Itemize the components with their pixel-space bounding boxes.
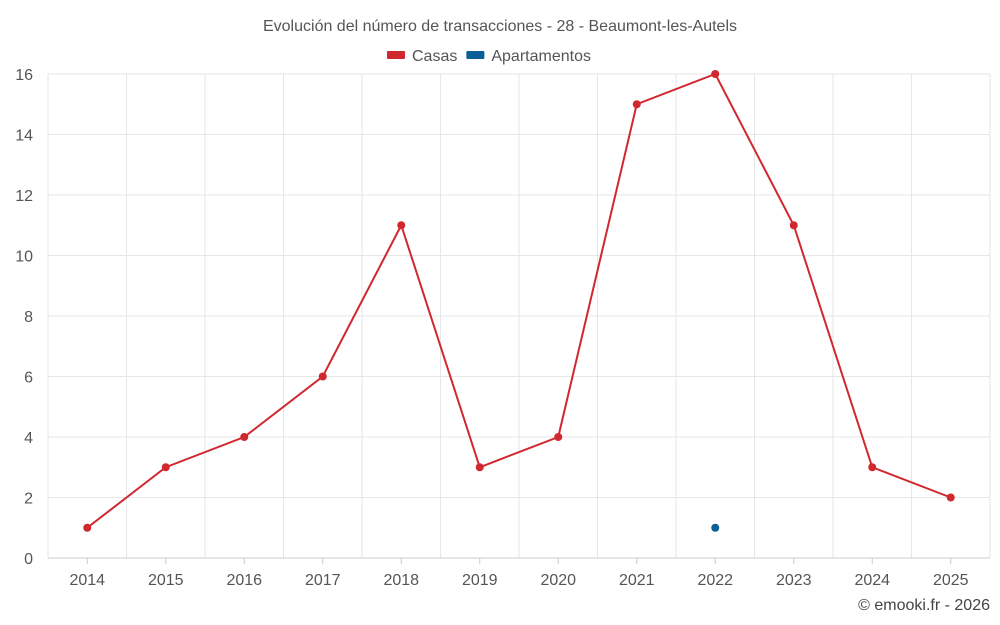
x-tick-label: 2024 xyxy=(854,572,890,589)
y-axis-ticks: 0 2 4 6 8 10 12 14 16 xyxy=(15,67,33,568)
legend-swatch-apartamentos xyxy=(466,51,485,59)
x-tick-label: 2014 xyxy=(69,572,105,589)
y-tick-label: 14 xyxy=(15,128,33,145)
y-tick-label: 10 xyxy=(15,249,33,266)
y-tick-label: 16 xyxy=(15,67,33,84)
legend-swatch-casas xyxy=(387,51,405,59)
chart-title: Evolución del número de transacciones - … xyxy=(263,18,737,35)
data-point-apartamentos[interactable] xyxy=(711,523,720,532)
x-tick-label: 2022 xyxy=(697,572,733,589)
x-tick-label: 2015 xyxy=(148,572,184,589)
data-point-casas[interactable] xyxy=(397,221,406,230)
data-point-casas[interactable] xyxy=(318,372,327,381)
x-tick-label: 2020 xyxy=(540,572,576,589)
data-point-casas[interactable] xyxy=(946,493,955,502)
x-tick-label: 2023 xyxy=(776,572,812,589)
y-tick-label: 4 xyxy=(24,430,33,447)
data-point-casas[interactable] xyxy=(161,463,170,472)
x-tick-label: 2017 xyxy=(305,572,341,589)
data-point-casas[interactable] xyxy=(868,463,877,472)
data-point-casas[interactable] xyxy=(83,523,92,532)
y-tick-label: 12 xyxy=(15,188,33,205)
data-point-casas[interactable] xyxy=(240,433,249,441)
legend-label-apartamentos[interactable]: Apartamentos xyxy=(491,48,591,65)
y-tick-label: 2 xyxy=(24,491,33,508)
series-layer xyxy=(83,70,955,532)
x-tick-label: 2016 xyxy=(226,572,262,589)
data-point-casas[interactable] xyxy=(475,463,484,472)
x-tick-label: 2018 xyxy=(383,572,419,589)
data-point-casas[interactable] xyxy=(789,221,798,230)
y-tick-label: 8 xyxy=(24,309,33,326)
data-point-casas[interactable] xyxy=(554,433,563,441)
x-tick-label: 2021 xyxy=(619,572,655,589)
x-axis-ticks: 2014 2015 2016 2017 2018 2019 2020 2021 2022 2023… xyxy=(69,558,969,589)
x-tick-label: 2019 xyxy=(462,572,498,589)
credit-text: © emooki.fr - 2026 xyxy=(858,597,990,614)
legend-label-casas[interactable]: Casas xyxy=(412,48,457,65)
y-tick-label: 0 xyxy=(24,551,33,568)
data-point-casas[interactable] xyxy=(632,100,641,109)
x-tick-label: 2025 xyxy=(933,572,969,589)
legend: Casas Apartamentos xyxy=(387,48,591,65)
data-point-casas[interactable] xyxy=(711,70,720,78)
series-line-casas xyxy=(86,72,952,529)
y-tick-label: 6 xyxy=(24,370,33,387)
grid-lines xyxy=(47,73,991,559)
